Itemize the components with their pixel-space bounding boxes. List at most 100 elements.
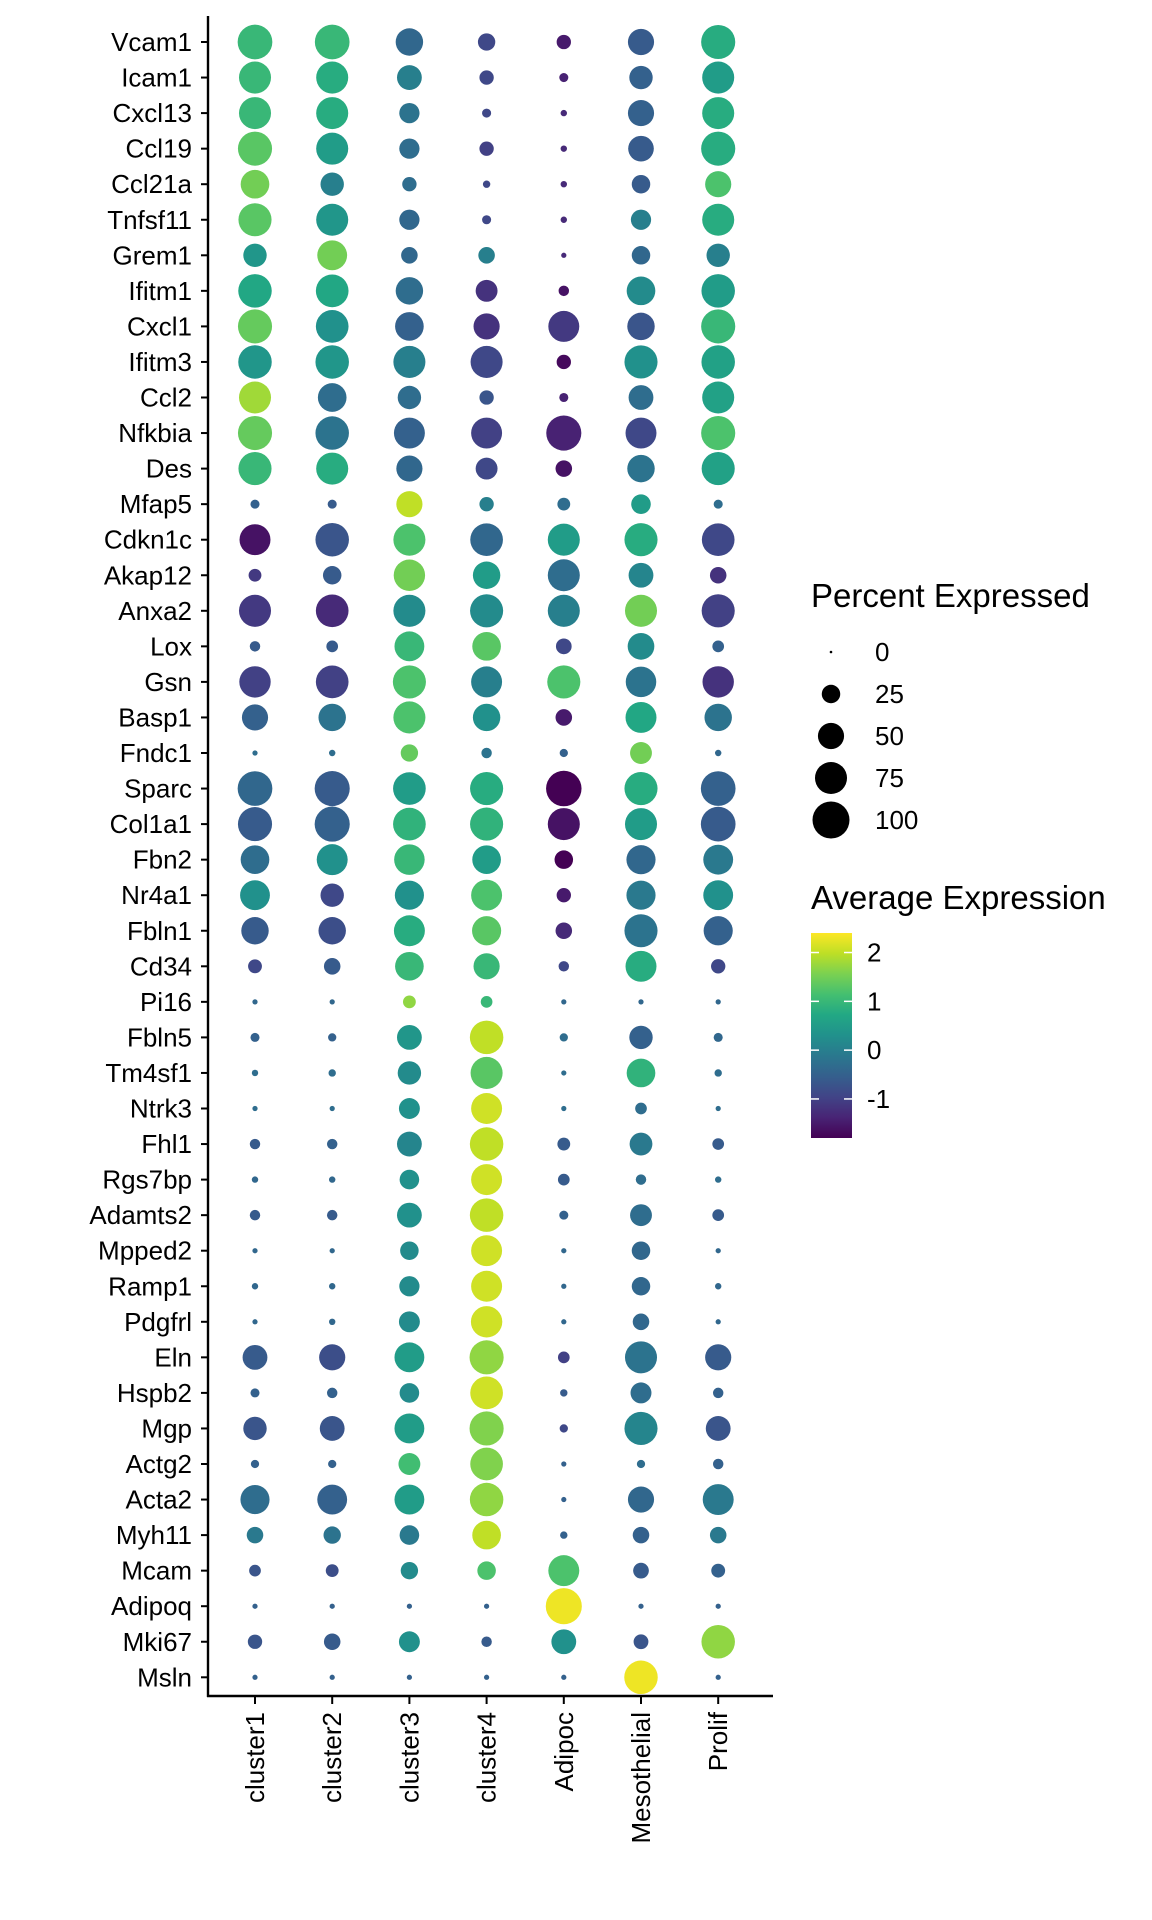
expression-dot (559, 1210, 569, 1220)
expression-dot (477, 33, 496, 51)
expression-dot (551, 1629, 577, 1655)
expression-dot (239, 666, 271, 698)
expression-dot (471, 1164, 503, 1196)
expression-dot (715, 1105, 721, 1112)
expression-dot (545, 1588, 582, 1625)
expression-dot (393, 772, 426, 805)
expression-dot (242, 1344, 268, 1370)
expression-dot (624, 1341, 658, 1374)
expression-dot (475, 279, 498, 302)
gene-label: Vcam1 (111, 27, 192, 57)
expression-dot (711, 1563, 726, 1578)
expression-dot (630, 742, 652, 764)
expression-dot (399, 1383, 420, 1403)
expression-dot (559, 1033, 568, 1042)
expression-dot (315, 345, 349, 379)
expression-dot (547, 808, 580, 841)
size-legend-dot (817, 722, 845, 750)
expression-dot (559, 1424, 568, 1433)
expression-dot (481, 747, 492, 759)
expression-dot (394, 631, 425, 662)
expression-dot (475, 457, 498, 480)
expression-dot (704, 703, 732, 732)
y-axis-ticks (201, 41, 208, 1679)
expression-dot (250, 1459, 260, 1469)
gene-label: Fbn2 (133, 845, 192, 875)
expression-dot (702, 203, 735, 236)
expression-dot (248, 959, 262, 974)
size-legend-dot (814, 761, 848, 795)
expression-dot (703, 844, 734, 875)
expression-dot (393, 915, 425, 947)
expression-dot (627, 28, 655, 56)
expression-dot (469, 1198, 504, 1232)
expression-dot (556, 888, 571, 903)
expression-dot (252, 1319, 258, 1325)
size-legend-dot (821, 684, 841, 704)
expression-dot (712, 1387, 724, 1399)
expression-dot (625, 701, 657, 733)
expression-dot (627, 100, 655, 127)
expression-dot (709, 566, 727, 584)
expression-dot (328, 1459, 337, 1469)
expression-dot (252, 1603, 258, 1609)
expression-dot (246, 1526, 264, 1544)
expression-dot (252, 1248, 258, 1254)
expression-dot (561, 1319, 567, 1325)
color-legend: Average Expression 2 1 0 -1 (811, 879, 1106, 1138)
expression-dot (557, 1173, 570, 1186)
gene-label: Ccl21a (111, 169, 192, 199)
gene-label: Cdkn1c (104, 525, 192, 555)
expression-dot (624, 1411, 658, 1445)
expression-dot (701, 24, 736, 60)
expression-dot (624, 345, 658, 379)
expression-dot (317, 1484, 348, 1515)
color-legend-label: 0 (867, 1035, 881, 1065)
expression-dot (397, 385, 422, 410)
gene-label: Acta2 (126, 1485, 193, 1515)
expression-dot (315, 310, 349, 343)
expression-dot (398, 1631, 420, 1653)
expression-dot (703, 880, 734, 911)
expression-dot (483, 1603, 490, 1609)
expression-dot (700, 806, 736, 842)
expression-dot (399, 1525, 420, 1545)
expression-dot (239, 524, 271, 556)
expression-dot (624, 1660, 658, 1695)
size-legend-label: 25 (875, 679, 904, 709)
expression-dot (631, 494, 651, 514)
gene-label: Eln (154, 1342, 192, 1372)
expression-dot (314, 771, 350, 807)
expression-dot (316, 97, 349, 130)
expression-dot (326, 640, 339, 653)
expression-dot (713, 499, 723, 509)
expression-dot (559, 73, 569, 83)
expression-dot (393, 417, 425, 449)
expression-dot (248, 568, 262, 582)
expression-dot (237, 24, 273, 60)
expression-dot (638, 1603, 644, 1609)
expression-dot (397, 1061, 422, 1085)
expression-dot (478, 247, 495, 264)
expression-dot (251, 1283, 259, 1290)
expression-dot (317, 383, 347, 412)
gene-label: Tnfsf11 (107, 205, 192, 235)
expression-dot (558, 961, 570, 972)
expression-dot (709, 1526, 727, 1544)
expression-dot (240, 1484, 270, 1515)
expression-dot (469, 1411, 504, 1446)
expression-dot (560, 109, 567, 117)
gene-label: Fndc1 (120, 738, 192, 768)
expression-dot (561, 999, 567, 1005)
expression-dot (561, 1461, 567, 1467)
expression-dot (394, 880, 424, 910)
expression-dot (631, 1241, 651, 1260)
expression-dot (470, 523, 503, 557)
expression-dot (470, 1376, 503, 1410)
expression-dot (252, 999, 258, 1005)
size-legend: Percent Expressed 0 25 50 75 100 (811, 577, 1090, 839)
gene-label: Actg2 (126, 1449, 193, 1479)
expression-dot (700, 771, 736, 806)
expression-dot (393, 807, 426, 841)
